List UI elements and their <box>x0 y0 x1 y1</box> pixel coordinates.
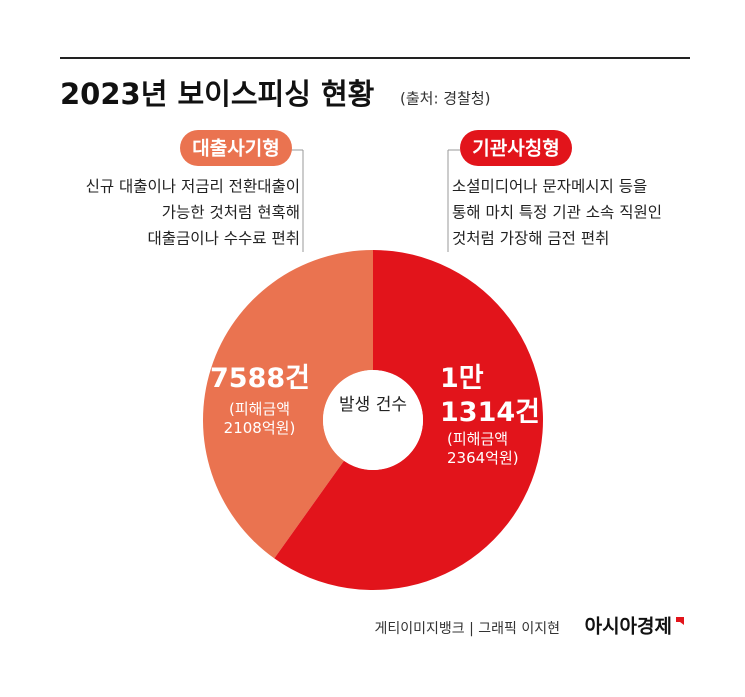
description: 대출금이나 수수료 편취 <box>148 230 300 248</box>
donut-hole <box>323 370 423 470</box>
chart-title: 2023년 보이스피싱 현황 <box>60 77 375 111</box>
damage-label: (피해금액 2108억원) <box>223 400 296 437</box>
description: 가능한 것처럼 현혹해 <box>162 204 300 222</box>
category-label: 대출사기형 <box>192 138 279 160</box>
damage-label: (피해금액 2364억원) <box>447 430 519 467</box>
description: 소셜미디어나 문자메시지 등을 <box>452 178 647 196</box>
description: 통해 마치 특정 기관 소속 직원인 <box>452 204 662 222</box>
category-pill <box>180 130 292 166</box>
description: 신규 대출이나 저금리 전환대출이 <box>86 178 300 196</box>
credit: 게티이미지뱅크 | 그래픽 이지현 <box>374 621 560 637</box>
source: (출처: 경찰청) <box>400 90 491 108</box>
category-pill <box>460 130 572 166</box>
value-label: 1만 1314건 <box>440 363 540 428</box>
center-label: 발생 건수 <box>339 395 407 415</box>
logo: 아시아경제 <box>585 616 672 638</box>
value-label: 7588건 <box>210 363 310 394</box>
category-label: 기관사칭형 <box>472 138 559 160</box>
description: 것처럼 가장해 금전 편취 <box>452 230 609 248</box>
pie-slice <box>202 250 373 559</box>
pie-slice <box>274 250 543 590</box>
logo-mark <box>676 617 684 625</box>
